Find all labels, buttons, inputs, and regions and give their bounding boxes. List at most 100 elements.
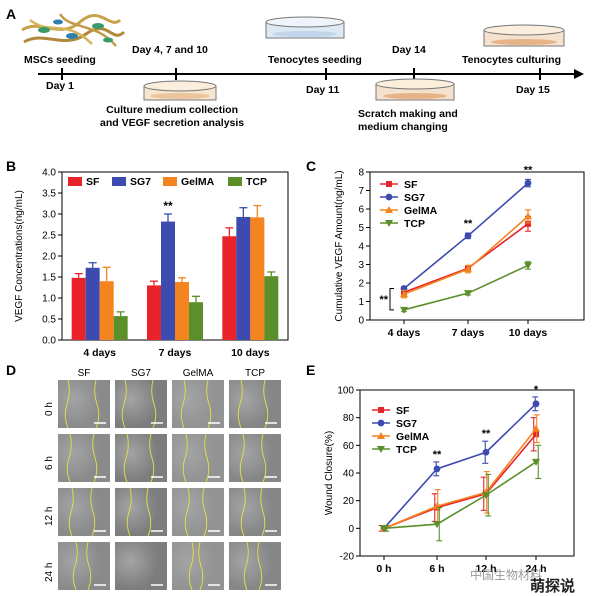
micrograph-gelma-24-h (172, 542, 224, 590)
micrograph-sg7-6-h (115, 434, 167, 482)
dish-tenocytes-seeding (265, 16, 345, 39)
legend-marker-sg7 (385, 193, 393, 201)
micro-row-0h: 0 h (44, 402, 55, 416)
bar-sf-7-days (147, 285, 161, 340)
micrograph-sf-6-h (58, 434, 110, 482)
step-tenocytes-seeding: Tenocytes seeding (268, 54, 362, 66)
micrograph-sg7-12-h (115, 488, 167, 536)
micro-row-6h: 6 h (44, 456, 55, 470)
x-tick-label-10-days: 10 days (509, 327, 548, 339)
y-tick-label: 3.5 (42, 189, 56, 200)
point-tcp-24-h (532, 458, 540, 466)
scratch-edge-left (64, 380, 70, 428)
y-tick-label: 0 (348, 524, 354, 535)
scratch-edge-right (260, 488, 266, 536)
y-tick-label: 5 (358, 223, 364, 234)
scratch-boundary-lines (182, 434, 220, 482)
scratch-edge-right (257, 542, 263, 590)
y-tick-label: 0.0 (42, 336, 56, 347)
y-tick-label: 3 (358, 260, 364, 271)
scratch-boundary-lines (123, 434, 163, 482)
legend-label-tcp: TCP (246, 176, 267, 188)
scratch-edge-right (204, 434, 210, 482)
legend-label-tcp: TCP (396, 444, 417, 456)
legend-label-gelma: GelMA (181, 176, 215, 188)
point-sf-10-days (525, 220, 531, 227)
bar-sf-4-days (71, 277, 86, 340)
scratch-edge-right (90, 488, 96, 536)
micro-col-gelma: GelMA (182, 368, 214, 379)
y-tick-label: 2.0 (42, 252, 56, 263)
scratch-boundary-lines (66, 434, 106, 482)
micro-row-24h: 24 h (44, 562, 55, 582)
day-11-label: Day 11 (306, 84, 340, 96)
significance-bracket (389, 288, 394, 311)
x-tick-label-4-days: 4 days (388, 327, 421, 339)
y-tick-label: -20 (340, 552, 355, 563)
y-axis-label: Wound Closure(%) (324, 431, 335, 515)
scratch-edge-right (202, 488, 208, 536)
micrograph-tcp-6-h (229, 434, 281, 482)
significance-label: ** (482, 428, 491, 440)
plot-frame (359, 389, 575, 557)
bar-chart-vegf-concentration: 0.0 0.5 1.0 1.5 2.0 2.5 3.0 3.5 4.0 VEGF Concentr… (14, 168, 289, 359)
dish-medium-collection (143, 80, 217, 101)
bar-gelma-4-days (99, 281, 114, 340)
scratch-boundary-lines (121, 380, 163, 428)
legend-marker-gelma (385, 206, 393, 213)
scratch-edge-right (146, 488, 152, 536)
micro-col-tcp: TCP (245, 368, 265, 379)
legend-label-gelma: GelMA (404, 205, 438, 217)
y-tick-label: 8 (358, 168, 364, 179)
scratch-edge-left (180, 380, 186, 428)
bar-tcp-7-days (189, 302, 203, 340)
micrograph-sf-12-h (58, 488, 110, 536)
legend-marker-tcp (377, 446, 385, 453)
scratch-edge-right (263, 380, 269, 428)
bar-sg7-7-days (161, 221, 175, 340)
scratch-edge-left (72, 542, 78, 590)
y-tick-label: 6 (358, 205, 364, 216)
scratch-boundary-lines (64, 380, 106, 428)
x-tick-label-12-h: 12 h (475, 563, 496, 575)
legend-marker-sf (378, 407, 384, 413)
scratch-boundary-lines (151, 584, 163, 586)
micrograph-gelma-0-h (172, 380, 224, 428)
scratch-edge-left (126, 488, 132, 536)
significance-label: ** (379, 294, 388, 306)
scratch-boundary-lines (237, 380, 277, 428)
micro-col-sf: SF (77, 368, 91, 379)
point-gelma-10-days (524, 212, 532, 220)
scratch-edge-right (86, 542, 92, 590)
dish-tenocytes-culturing (483, 24, 565, 47)
scratch-edge-right (149, 434, 155, 482)
legend-swatch-tcp (228, 177, 242, 186)
significance-label: * (534, 384, 539, 396)
scratch-edge-left (66, 434, 72, 482)
scratch-edge-right (198, 542, 204, 590)
scratch-boundary-lines (68, 488, 106, 536)
y-tick-label: 100 (337, 386, 354, 397)
y-tick-label: 60 (343, 441, 355, 452)
bar-sf-10-days (222, 236, 237, 340)
significance-label: ** (433, 449, 442, 461)
x-tick-label-24-h: 24 h (525, 563, 546, 575)
bar-tcp-10-days (264, 276, 279, 340)
y-tick-label: 2.5 (42, 231, 56, 242)
x-tick-label-0-h: 0 h (376, 563, 391, 575)
micrograph-tcp-12-h (229, 488, 281, 536)
y-tick-label: 1 (358, 297, 364, 308)
significance-label: ** (163, 199, 173, 213)
y-tick-label: 2 (358, 279, 364, 290)
scratch-edge-left (68, 488, 74, 536)
scratch-boundary-lines (188, 542, 220, 590)
legend-label-tcp: TCP (404, 218, 425, 230)
point-tcp-4-days (400, 306, 408, 314)
point-tcp-7-days (464, 290, 472, 298)
y-tick-label: 80 (343, 413, 355, 424)
x-tick-label-10-days: 10 days (231, 347, 270, 359)
micro-row-12h: 12 h (44, 506, 55, 526)
step-day-4-7-10: Day 4, 7 and 10 (132, 44, 208, 56)
legend-label-gelma: GelMA (396, 431, 430, 443)
legend-swatch-sf (68, 177, 82, 186)
